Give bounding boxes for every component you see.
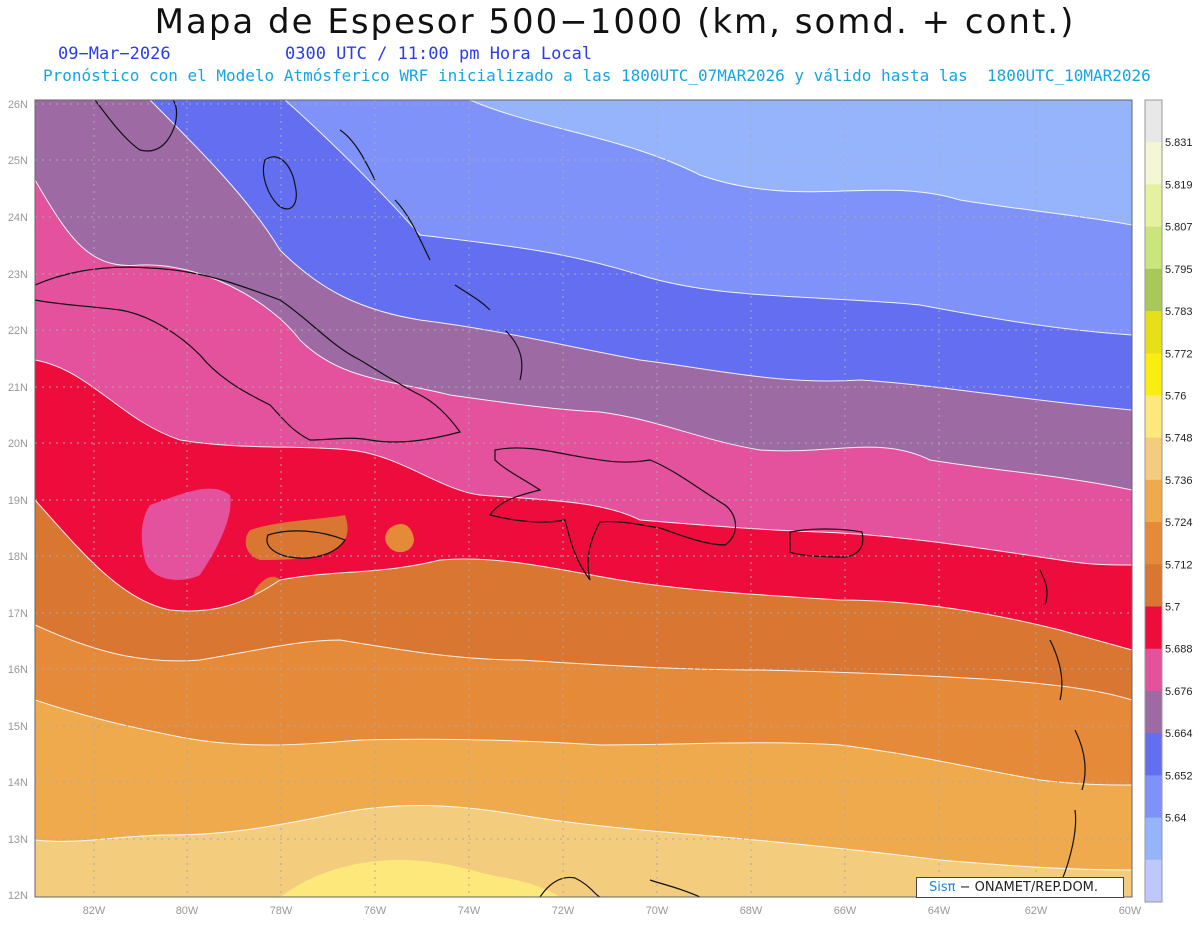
south-america-coastline <box>539 876 701 897</box>
bahamas-chain <box>339 129 523 381</box>
legend-level-label: 5.783 <box>1165 306 1193 318</box>
lat-label: 24N <box>8 212 28 224</box>
legend-swatch <box>1145 775 1162 819</box>
legend-swatch <box>1145 353 1162 396</box>
hispaniola-coastline <box>489 447 737 581</box>
legend-level-label: 5.748 <box>1165 433 1193 445</box>
lon-label: 68W <box>740 905 763 917</box>
pocket-5688-west <box>35 180 48 290</box>
legend-level-label: 5.831 <box>1165 137 1193 149</box>
legend-level-label: 5.676 <box>1165 686 1193 698</box>
pocket-5724-center <box>385 524 414 553</box>
legend-level-label: 5.724 <box>1165 517 1193 529</box>
lat-label: 14N <box>8 777 28 789</box>
credit-text: − ONAMET/REP.DOM. <box>959 880 1099 895</box>
lat-label: 15N <box>8 721 28 733</box>
lon-label: 82W <box>83 905 106 917</box>
sis-logo-text: Sisπ <box>929 880 956 895</box>
legend-swatch <box>1145 142 1162 185</box>
legend-swatch <box>1145 100 1162 143</box>
credit-box: Sisπ − ONAMET/REP.DOM. <box>916 877 1124 898</box>
jamaica-coastline <box>266 530 346 559</box>
lon-label: 80W <box>176 905 199 917</box>
forecast-time: 0300 UTC / 11:00 pm Hora Local <box>285 44 593 64</box>
band-5760 <box>35 805 1132 897</box>
legend-swatch <box>1145 395 1162 439</box>
lat-label: 23N <box>8 269 28 281</box>
lon-label: 72W <box>552 905 575 917</box>
legend-level-label: 5.736 <box>1165 475 1193 487</box>
legend-swatch <box>1145 226 1162 270</box>
legend-frame <box>1144 99 1163 903</box>
legend-swatch <box>1145 479 1162 523</box>
legend-level-label: 5.772 <box>1165 348 1193 360</box>
color-legend: 5.831 5.819 5.807 5.795 5.783 5.772 5.76 5.748 5… <box>1144 99 1193 903</box>
legend-level-label: 5.7 <box>1165 602 1180 614</box>
legend-swatch <box>1145 733 1162 776</box>
florida-coastline <box>94 100 178 152</box>
lon-label: 70W <box>646 905 669 917</box>
lon-label: 64W <box>928 905 951 917</box>
pocket-5700-south <box>141 488 231 580</box>
puerto-rico-coastline <box>789 528 864 558</box>
lon-label: 76W <box>364 905 387 917</box>
legend-swatch <box>1145 648 1162 692</box>
legend-swatch <box>1145 268 1162 312</box>
lat-label: 13N <box>8 834 28 846</box>
lon-label: 78W <box>270 905 293 917</box>
legend-swatch <box>1145 817 1162 861</box>
lat-label: 20N <box>8 438 28 450</box>
legend-swatch <box>1145 522 1162 565</box>
legend-level-label: 5.807 <box>1165 222 1193 234</box>
legend-swatch <box>1145 437 1162 481</box>
lon-label: 60W <box>1119 905 1142 917</box>
lon-label: 62W <box>1025 905 1048 917</box>
lon-label: 66W <box>834 905 857 917</box>
forecast-date: 09−Mar−2026 <box>58 44 171 64</box>
legend-swatch <box>1145 564 1162 608</box>
legend-level-label: 5.652 <box>1165 770 1193 782</box>
thickness-fields <box>35 100 1132 897</box>
legend-swatch <box>1145 859 1162 903</box>
legend-level-label: 5.819 <box>1165 179 1193 191</box>
map-frame <box>34 99 1133 898</box>
coastlines <box>35 100 1086 897</box>
lat-label: 21N <box>8 382 28 394</box>
model-info: Pronóstico con el Modelo Atmósferico WRF… <box>43 66 1151 85</box>
lat-label: 18N <box>8 551 28 563</box>
band-5772 <box>280 860 560 897</box>
legend-swatch <box>1145 606 1162 650</box>
legend-swatch <box>1145 184 1162 228</box>
pocket-5712-west <box>251 576 286 628</box>
legend-level-label: 5.76 <box>1165 390 1186 402</box>
lat-label: 25N <box>8 155 28 167</box>
legend-level-label: 5.64 <box>1165 813 1186 825</box>
lat-label: 16N <box>8 664 28 676</box>
legend-level-label: 5.688 <box>1165 644 1193 656</box>
legend-swatch <box>1145 311 1162 354</box>
lesser-antilles <box>1039 569 1086 881</box>
legend-level-label: 5.664 <box>1165 728 1193 740</box>
longitude-labels: 82W 80W 78W 76W 74W 72W 70W 68W 66W 64W … <box>83 905 1142 917</box>
lat-label: 22N <box>8 325 28 337</box>
lat-label: 19N <box>8 495 28 507</box>
latitude-labels: 26N 25N 24N 23N 22N 21N 20N 19N 18N 17N … <box>8 99 28 902</box>
legend-level-label: 5.712 <box>1165 559 1193 571</box>
cuba-coastline <box>35 266 461 443</box>
lat-label: 17N <box>8 608 28 620</box>
bahamas-andros <box>262 156 297 210</box>
lat-label: 26N <box>8 99 28 111</box>
lat-label: 12N <box>8 890 28 902</box>
map-title: Mapa de Espesor 500−1000 (km, somd. + co… <box>154 2 1076 42</box>
legend-swatch <box>1145 690 1162 734</box>
graticule <box>35 100 1132 897</box>
legend-level-label: 5.795 <box>1165 264 1193 276</box>
lon-label: 74W <box>458 905 481 917</box>
